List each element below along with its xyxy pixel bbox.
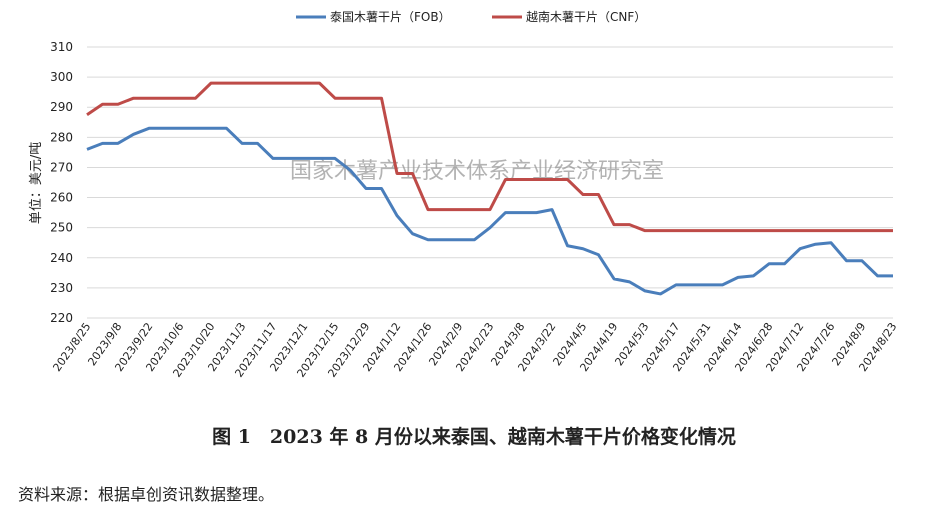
y-tick-label: 230 xyxy=(50,281,73,295)
y-tick-label: 220 xyxy=(50,311,73,325)
y-tick-label: 240 xyxy=(50,251,73,265)
y-tick-label: 300 xyxy=(50,70,73,84)
legend-label: 泰国木薯干片（FOB） xyxy=(330,10,451,24)
watermark: 国家木薯产业技术体系产业经济研究室 xyxy=(290,159,664,184)
y-tick-label: 310 xyxy=(50,40,73,54)
y-tick-label: 270 xyxy=(50,160,73,174)
y-tick-label: 260 xyxy=(50,191,73,205)
y-tick-label: 250 xyxy=(50,221,73,235)
line xyxy=(86,126,893,296)
y-tick-label: 280 xyxy=(50,130,73,144)
source: 资料来源：根据卓创资讯数据整理。 xyxy=(18,485,274,504)
legend-label: 越南木薯干片（CNF） xyxy=(526,9,646,24)
caption: 图 1 2023 年 8 月份以来泰国、越南木薯干片价格变化情况 xyxy=(212,425,736,448)
x-tick-label: 2023/8/25 xyxy=(50,320,93,374)
y-tick-label: 290 xyxy=(50,100,73,114)
line xyxy=(86,81,893,233)
y-axis-label: 单位：美元/吨 xyxy=(29,142,44,224)
